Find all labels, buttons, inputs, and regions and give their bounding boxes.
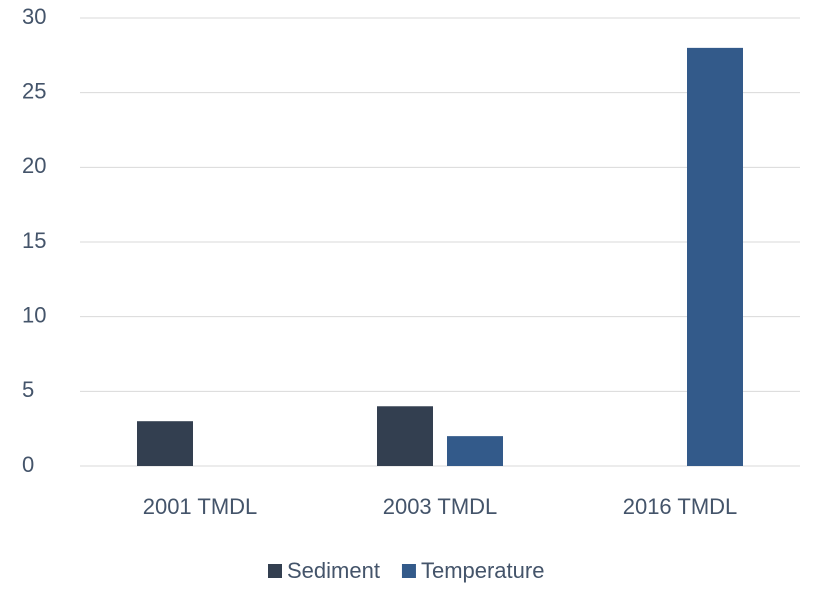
y-tick-label: 20 (22, 153, 46, 178)
bar (687, 47, 743, 466)
y-tick-label: 30 (22, 4, 46, 29)
x-tick-label: 2001 TMDL (143, 494, 258, 519)
bar (137, 421, 193, 466)
x-tick-label: 2016 TMDL (623, 494, 738, 519)
y-tick-label: 0 (22, 452, 34, 477)
y-tick-label: 10 (22, 302, 46, 327)
y-tick-label: 15 (22, 228, 46, 253)
x-tick-label: 2003 TMDL (383, 494, 498, 519)
legend-label: Temperature (421, 558, 545, 583)
legend-label: Sediment (287, 558, 380, 583)
bar (377, 406, 433, 466)
y-tick-label: 5 (22, 377, 34, 402)
bar (447, 436, 503, 466)
y-tick-label: 25 (22, 78, 46, 103)
legend-swatch (401, 564, 416, 578)
legend-swatch (268, 564, 282, 578)
